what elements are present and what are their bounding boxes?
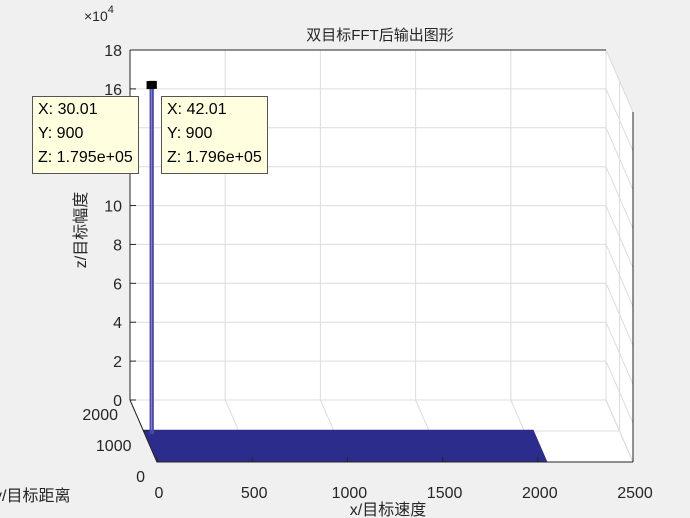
y-tick-label: 1000 xyxy=(96,438,132,455)
y-tick-label: 0 xyxy=(136,469,145,486)
datatip-2[interactable]: X: 42.01 Y: 900 Z: 1.796e+05 xyxy=(161,96,268,174)
datatip-1-y: Y: 900 xyxy=(38,125,84,142)
y-tick-label: 2000 xyxy=(82,407,118,424)
x-tick-label: 0 xyxy=(155,485,164,502)
x-tick-label: 2500 xyxy=(617,485,653,502)
chart-title: 双目标FFT后输出图形 xyxy=(306,27,454,44)
x-axis-label: x/目标速度 xyxy=(350,501,426,518)
z-tick-label: 16 xyxy=(104,82,122,99)
z-axis-exponent: ×104 xyxy=(84,4,114,24)
x-tick-label: 2000 xyxy=(522,485,558,502)
z-tick-label: 6 xyxy=(113,276,122,293)
z-tick-label: 0 xyxy=(113,393,122,410)
x-tick-label: 500 xyxy=(241,485,268,502)
datatip-1-x: X: 30.01 xyxy=(38,101,98,118)
x-tick-label: 1500 xyxy=(427,485,463,502)
z-axis-label: z/目标幅度 xyxy=(72,192,90,268)
surface-plane xyxy=(142,429,548,463)
z-tick-label: 8 xyxy=(113,237,122,254)
peak-marker-2 xyxy=(148,80,157,89)
datatip-2-z: Z: 1.796e+05 xyxy=(167,149,262,166)
grid-line-y xyxy=(130,50,607,401)
datatip-1[interactable]: X: 30.01 Y: 900 Z: 1.795e+05 xyxy=(32,96,139,174)
z-tick-label: 10 xyxy=(104,199,122,216)
datatip-2-x: X: 42.01 xyxy=(167,101,227,118)
z-tick-label: 2 xyxy=(113,354,122,371)
y-axis-label: y/目标距离 xyxy=(0,487,70,505)
datatip-1-z: Z: 1.795e+05 xyxy=(38,149,133,166)
z-tick-label: 4 xyxy=(113,315,122,332)
datatip-2-y: Y: 900 xyxy=(167,125,213,142)
z-tick-label: 18 xyxy=(104,43,122,60)
x-tick-label: 1000 xyxy=(332,485,368,502)
